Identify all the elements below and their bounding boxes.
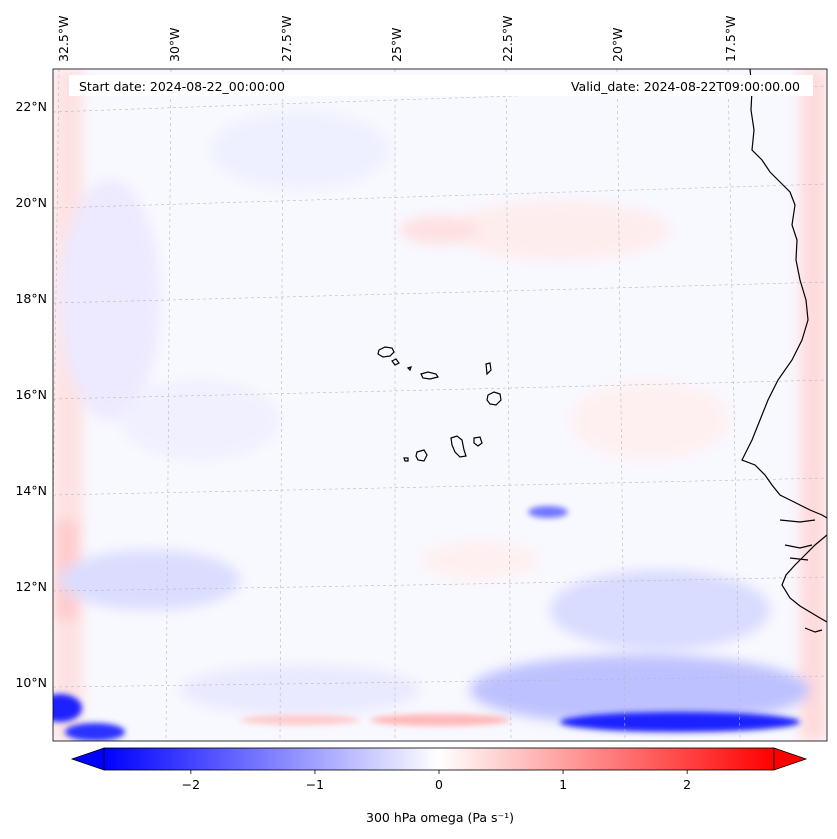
- lon-tick-labels: 32.5°W 30°W 27.5°W 25°W 22.5°W 20°W 17.5…: [56, 16, 738, 62]
- lat-tick-12n: 12°N: [15, 579, 47, 594]
- cape-verde-islands: [377, 346, 502, 462]
- lon-tick-20w: 20°W: [610, 27, 625, 62]
- lat-tick-22n: 22°N: [15, 99, 47, 114]
- lat-tick-labels: 22°N 20°N 18°N 16°N 14°N 12°N 10°N: [15, 99, 47, 690]
- colorbar: −2 −1 0 1 2 300 hPa omega (Pa s⁻¹): [70, 747, 808, 825]
- valid-date-label: Valid_date: 2024-08-22T09:00:00.00: [571, 79, 800, 94]
- colorbar-ticks: −2 −1 0 1 2: [182, 770, 691, 792]
- coastline: [741, 69, 827, 633]
- start-date-label: Start date: 2024-08-22_00:00:00: [79, 79, 285, 94]
- colorbar-tick-label: −1: [306, 777, 324, 792]
- lat-tick-18n: 18°N: [15, 291, 47, 306]
- lat-tick-16n: 16°N: [15, 387, 47, 402]
- colorbar-label: 300 hPa omega (Pa s⁻¹): [366, 810, 514, 825]
- omega-field: [53, 69, 827, 741]
- lat-tick-14n: 14°N: [15, 483, 47, 498]
- colorbar-extend-max: [773, 747, 808, 771]
- gridlines: [53, 69, 827, 741]
- lon-tick-22-5w: 22.5°W: [500, 16, 515, 62]
- colorbar-body: [103, 747, 775, 771]
- lat-tick-10n: 10°N: [15, 675, 47, 690]
- colorbar-tick-label: 2: [683, 777, 691, 792]
- africa-coast-south: [781, 534, 827, 623]
- lon-tick-27-5w: 27.5°W: [279, 16, 294, 62]
- lon-tick-25w: 25°W: [389, 27, 404, 62]
- colorbar-tick-label: −2: [182, 777, 200, 792]
- africa-coast: [741, 69, 827, 519]
- colorbar-tick-label: 1: [559, 777, 567, 792]
- lon-tick-17-5w: 17.5°W: [723, 16, 738, 62]
- lat-tick-20n: 20°N: [15, 195, 47, 210]
- map-frame: [52, 68, 828, 742]
- info-banner: [69, 75, 813, 96]
- lon-tick-30w: 30°W: [167, 27, 182, 62]
- lon-tick-32-5w: 32.5°W: [56, 16, 71, 62]
- colorbar-tick-label: 0: [435, 777, 443, 792]
- colorbar-extend-min: [70, 747, 105, 771]
